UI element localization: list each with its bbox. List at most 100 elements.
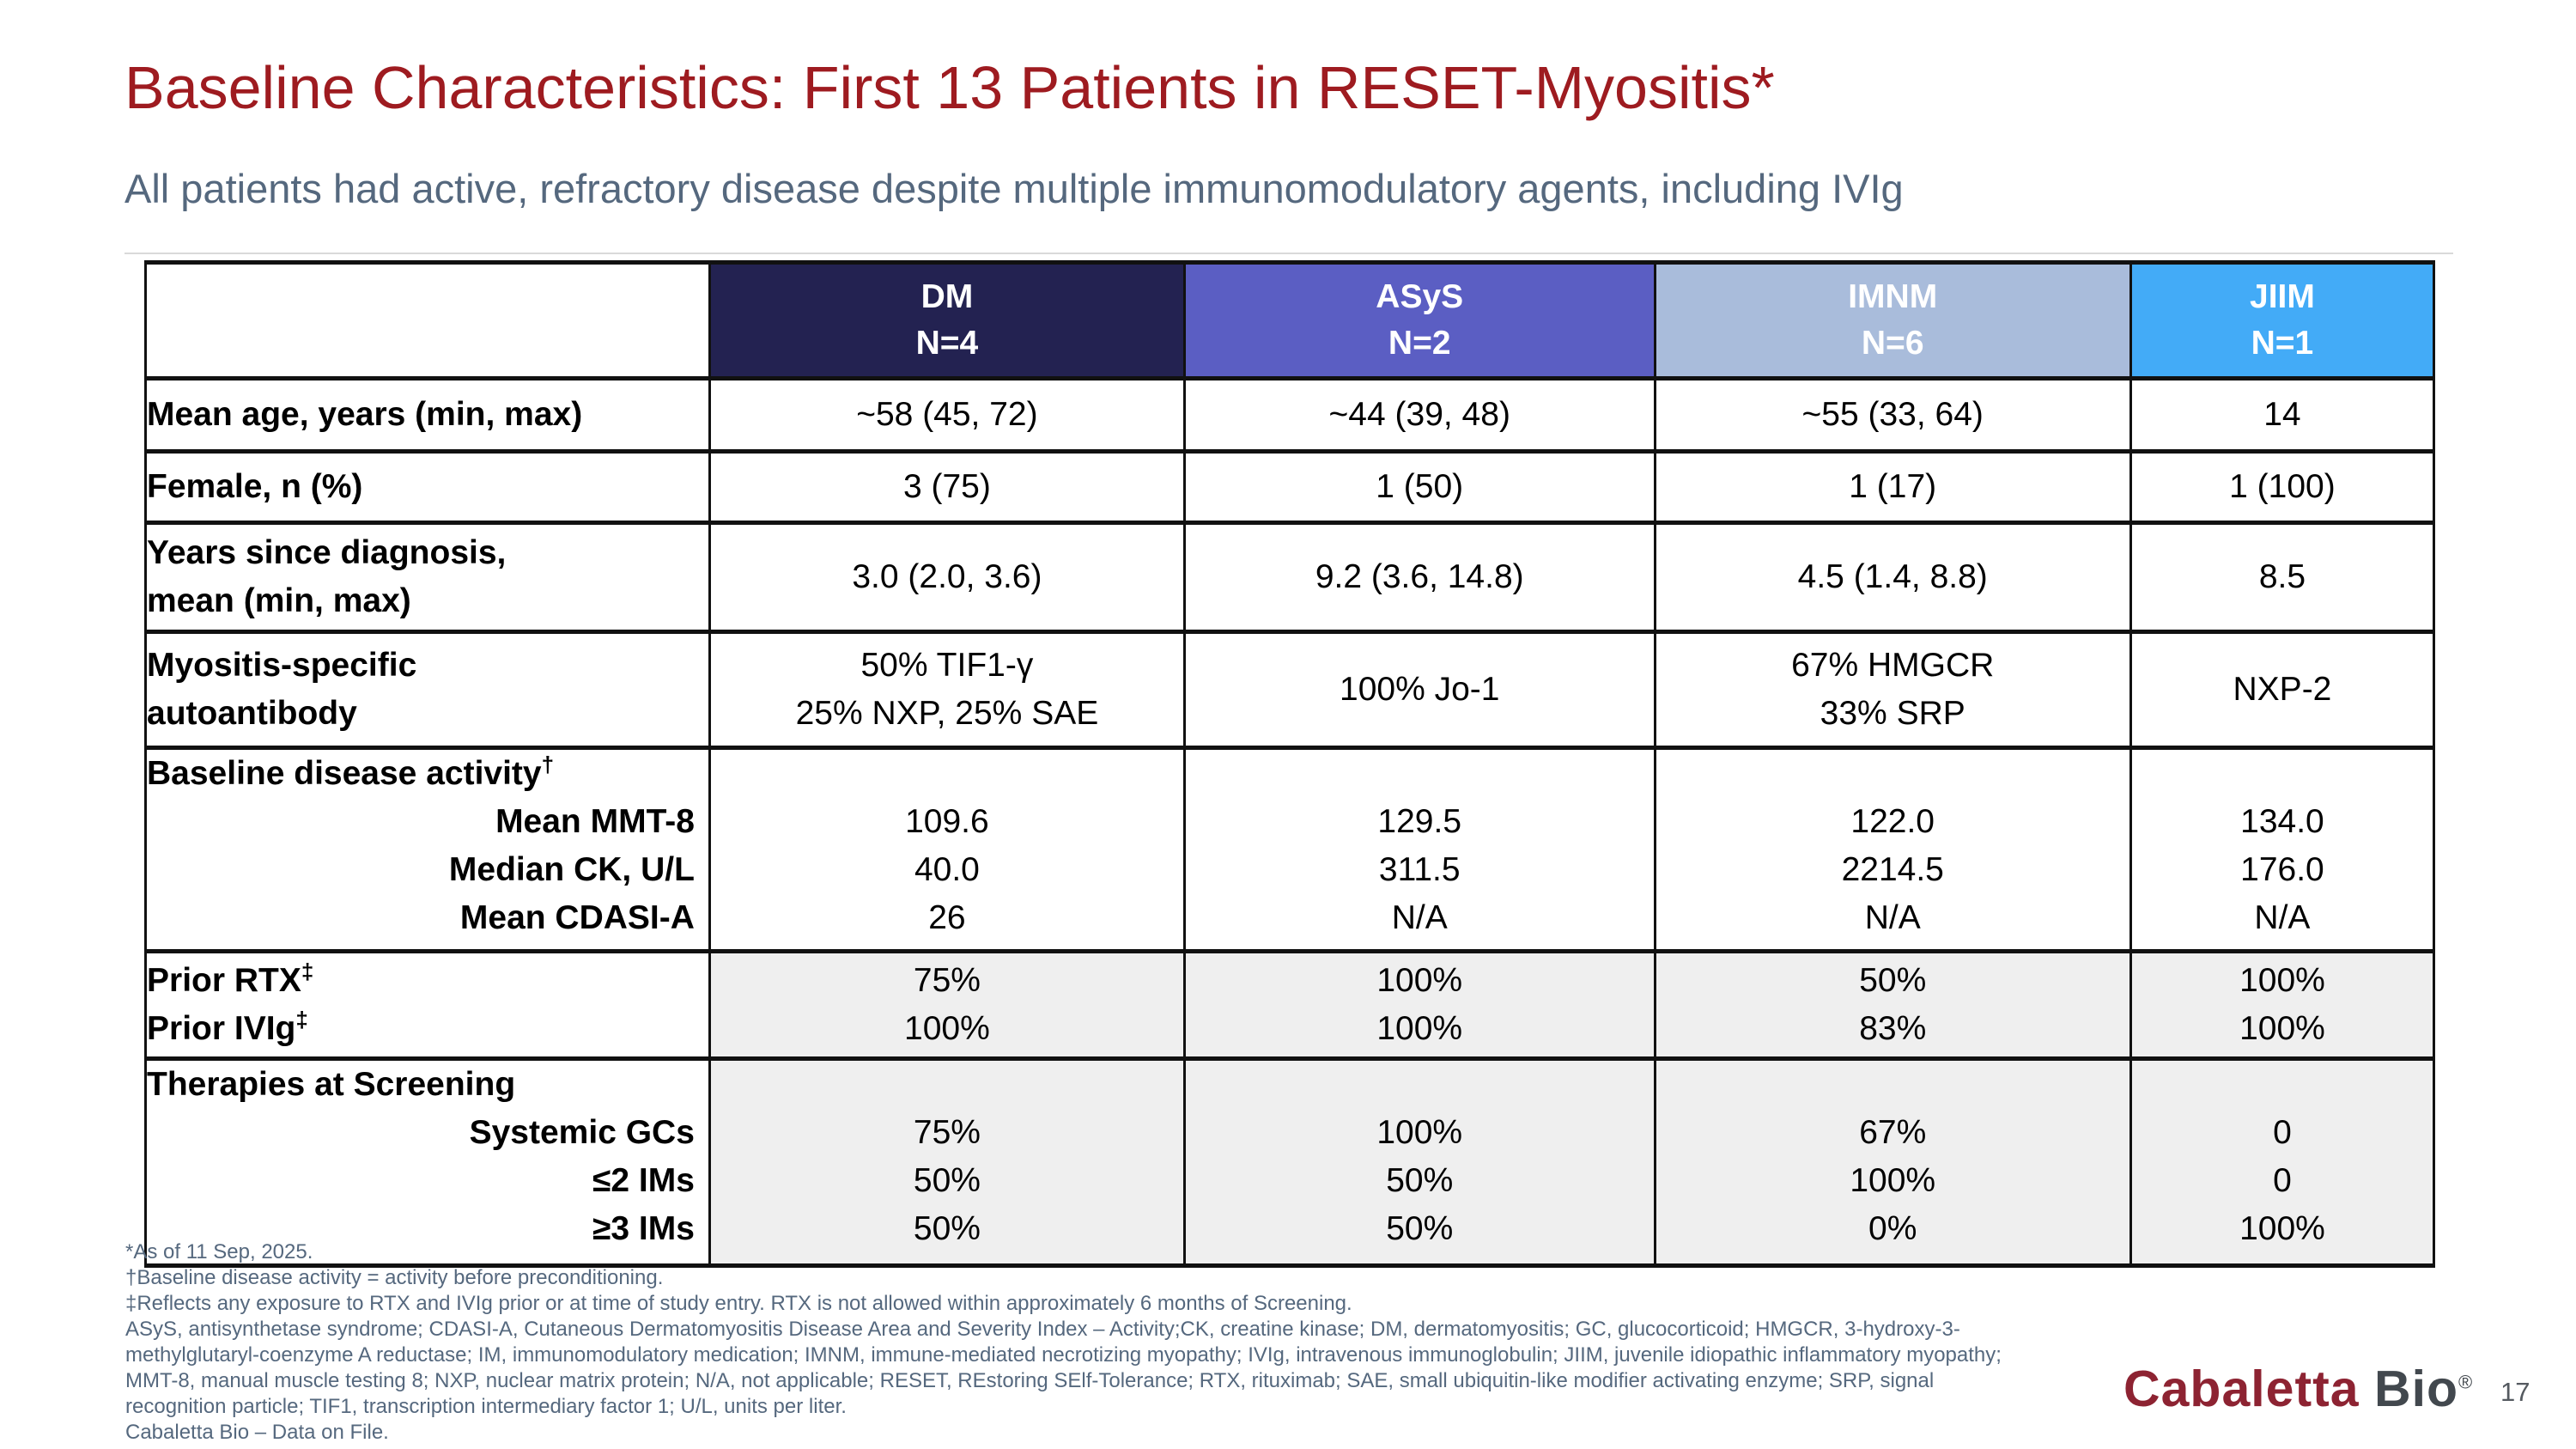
value-cdasi: N/A — [2254, 899, 2311, 936]
cell-asys: 9.2 (3.6, 14.8) — [1182, 521, 1656, 634]
cell-imnm: ~55 (33, 64) — [1653, 376, 2132, 454]
row-baseline-disease-activity: Baseline disease activity† Mean MMT-8 Me… — [144, 746, 2436, 953]
table-header-row: DM N=4 ASyS N=2 IMNM N=6 JIIM N=1 — [144, 260, 2436, 381]
cell-jiim: 1 (100) — [2129, 449, 2436, 525]
column-n-label: N=2 — [1388, 325, 1451, 362]
cell-asys: ~44 (39, 48) — [1182, 376, 1656, 454]
row-autoantibody: Myositis-specific autoantibody 50% TIF1-… — [144, 630, 2436, 750]
value-ck: 311.5 — [1378, 851, 1461, 888]
prior-rtx-text: Prior RTX — [147, 962, 301, 999]
value-cdasi: 26 — [928, 899, 966, 936]
row-years-since-diagnosis: Years since diagnosis, mean (min, max) 3… — [144, 521, 2436, 634]
column-header-jiim: JIIM N=1 — [2129, 260, 2436, 381]
page-subtitle: All patients had active, refractory dise… — [125, 166, 1904, 211]
value-gcs: 100% — [1376, 1114, 1463, 1151]
row-prior-therapy: Prior RTX‡ Prior IVIg‡ 75% 100% 100% 100… — [144, 949, 2436, 1061]
spacer — [711, 1061, 1183, 1109]
column-header-imnm: IMNM N=6 — [1653, 260, 2132, 381]
sub-label-ge3ims: ≥3 IMs — [592, 1210, 695, 1247]
cell-jiim: NXP-2 — [2129, 630, 2436, 750]
value-mmt8: 129.5 — [1377, 803, 1462, 840]
column-group-label: ASyS — [1376, 278, 1464, 315]
cell-imnm: 1 (17) — [1653, 449, 2132, 525]
double-dagger-mark: ‡ — [295, 1007, 308, 1032]
footnotes: *As of 11 Sep, 2025. †Baseline disease a… — [125, 1239, 2002, 1446]
row-label: Myositis-specific autoantibody — [144, 630, 711, 750]
cell-line2: 25% NXP, 25% SAE — [795, 695, 1099, 732]
row-label-line1: Prior RTX‡ — [147, 957, 708, 1005]
value-gcs: 67% — [1859, 1114, 1927, 1151]
cell-jiim: 0 0 100% — [2129, 1056, 2436, 1268]
cell-asys: 100% 50% 50% — [1182, 1056, 1656, 1268]
footnote-line: †Baseline disease activity = activity be… — [125, 1266, 664, 1289]
value-le2ims: 0 — [2273, 1162, 2292, 1199]
row-label: Baseline disease activity† Mean MMT-8 Me… — [144, 746, 711, 953]
row-label-line2: autoantibody — [147, 695, 357, 732]
logo-word-bio: Bio — [2359, 1361, 2459, 1417]
value-rtx: 75% — [913, 962, 981, 999]
cell-dm: 109.6 40.0 26 — [708, 746, 1186, 953]
cell-dm: 50% TIF1-γ 25% NXP, 25% SAE — [708, 630, 1186, 750]
column-group-label: IMNM — [1848, 278, 1938, 315]
row-label: Female, n (%) — [144, 449, 711, 525]
value-mmt8: 122.0 — [1850, 803, 1935, 840]
footnote-line: recognition particle; TIF1, transcriptio… — [125, 1395, 847, 1418]
value-ge3ims: 50% — [913, 1210, 981, 1247]
spacer — [1656, 1061, 2129, 1109]
value-ivig: 100% — [1376, 1010, 1463, 1047]
spacer — [1656, 750, 2129, 798]
double-dagger-mark: ‡ — [301, 959, 314, 984]
value-le2ims: 50% — [1386, 1162, 1454, 1199]
row-label: Prior RTX‡ Prior IVIg‡ — [144, 949, 711, 1061]
column-n-label: N=1 — [2251, 325, 2314, 362]
prior-ivig-text: Prior IVIg — [147, 1010, 296, 1047]
cell-asys: 129.5 311.5 N/A — [1182, 746, 1656, 953]
cell-imnm: 67% HMGCR 33% SRP — [1653, 630, 2132, 750]
row-female: Female, n (%) 3 (75) 1 (50) 1 (17) 1 (10… — [144, 449, 2436, 525]
cell-line1: 50% TIF1-γ — [860, 647, 1034, 684]
cell-jiim: 100% 100% — [2129, 949, 2436, 1061]
cell-jiim: 8.5 — [2129, 521, 2436, 634]
value-rtx: 100% — [1376, 962, 1463, 999]
row-label-line2: Prior IVIg‡ — [147, 1005, 708, 1053]
cabaletta-bio-logo: Cabaletta Bio® — [2123, 1360, 2473, 1418]
row-label-line1: Years since diagnosis, — [147, 534, 507, 571]
value-cdasi: N/A — [1391, 899, 1448, 936]
value-ge3ims: 100% — [2239, 1210, 2325, 1247]
footnote-line: methylglutaryl-coenzyme A reductase; IM,… — [125, 1343, 2002, 1367]
footnote-line: ‡Reflects any exposure to RTX and IVIg p… — [125, 1292, 1352, 1315]
value-le2ims: 100% — [1850, 1162, 1936, 1199]
footnote-line: MMT-8, manual muscle testing 8; NXP, nuc… — [125, 1369, 1935, 1392]
value-cdasi: N/A — [1864, 899, 1921, 936]
value-ge3ims: 0% — [1868, 1210, 1917, 1247]
spacer — [1186, 750, 1654, 798]
value-ivig: 100% — [904, 1010, 990, 1047]
corner-cell — [144, 260, 711, 381]
cell-imnm: 122.0 2214.5 N/A — [1653, 746, 2132, 953]
row-label-line1: Myositis-specific — [147, 647, 417, 684]
row-therapies-at-screening: Therapies at Screening Systemic GCs ≤2 I… — [144, 1056, 2436, 1268]
value-ge3ims: 50% — [1386, 1210, 1454, 1247]
column-header-asys: ASyS N=2 — [1182, 260, 1656, 381]
value-ck: 2214.5 — [1841, 851, 1944, 888]
page-number: 17 — [2500, 1377, 2530, 1407]
value-rtx: 50% — [1859, 962, 1927, 999]
row-mean-age: Mean age, years (min, max) ~58 (45, 72) … — [144, 376, 2436, 454]
footnote-line: Cabaletta Bio – Data on File. — [125, 1421, 389, 1444]
logo-word-cabaletta: Cabaletta — [2123, 1361, 2360, 1417]
spacer — [2132, 750, 2433, 798]
baseline-characteristics-table: DM N=4 ASyS N=2 IMNM N=6 JIIM N=1 Mean a… — [144, 260, 2436, 1268]
cell-jiim: 134.0 176.0 N/A — [2129, 746, 2436, 953]
sub-label-ck: Median CK, U/L — [448, 851, 695, 888]
page-title: Baseline Characteristics: First 13 Patie… — [125, 54, 1775, 121]
cell-imnm: 50% 83% — [1653, 949, 2132, 1061]
value-ck: 176.0 — [2240, 851, 2324, 888]
sub-label-cdasi: Mean CDASI-A — [459, 899, 695, 936]
group-title: Therapies at Screening — [147, 1066, 516, 1103]
value-ivig: 83% — [1859, 1010, 1927, 1047]
row-label: Years since diagnosis, mean (min, max) — [144, 521, 711, 634]
spacer — [2132, 1061, 2433, 1109]
column-group-label: JIIM — [2250, 278, 2315, 315]
footnote-line: ASyS, antisynthetase syndrome; CDASI-A, … — [125, 1318, 1960, 1341]
cell-imnm: 67% 100% 0% — [1653, 1056, 2132, 1268]
